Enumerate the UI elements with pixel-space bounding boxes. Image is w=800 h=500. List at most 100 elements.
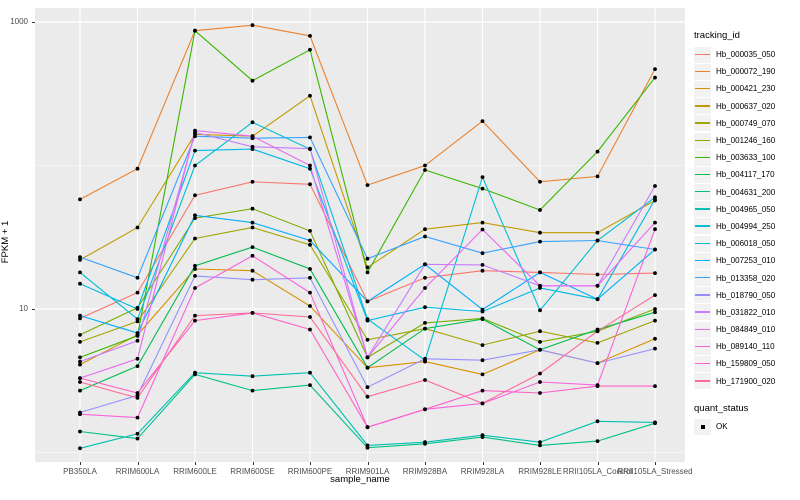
x-tick-mark bbox=[195, 462, 196, 465]
legend-key bbox=[694, 184, 711, 201]
data-point bbox=[423, 275, 427, 280]
data-point bbox=[365, 299, 370, 304]
legend-line-swatch bbox=[695, 105, 710, 107]
legend-entry: Hb_171900_020 bbox=[694, 373, 775, 390]
legend-label: Hb_000421_230 bbox=[716, 84, 776, 94]
data-point bbox=[308, 290, 312, 295]
data-point bbox=[538, 371, 542, 376]
data-point bbox=[423, 326, 427, 331]
data-point bbox=[308, 275, 312, 280]
data-point bbox=[308, 370, 312, 375]
legend-line-swatch bbox=[695, 191, 710, 193]
data-point bbox=[193, 313, 197, 318]
legend-key bbox=[694, 80, 711, 97]
legend-key bbox=[694, 218, 711, 235]
legend-key bbox=[694, 355, 711, 372]
data-point bbox=[78, 355, 82, 360]
data-point bbox=[308, 182, 312, 187]
data-point bbox=[135, 166, 140, 171]
data-point bbox=[78, 270, 82, 275]
data-point bbox=[595, 174, 600, 179]
data-point bbox=[135, 364, 140, 368]
data-point bbox=[595, 329, 600, 334]
legend-label: Hb_000072_190 bbox=[716, 67, 776, 77]
data-point bbox=[653, 336, 657, 341]
data-point bbox=[480, 343, 485, 347]
legend-entry: Hb_084849_010 bbox=[694, 321, 775, 338]
data-point bbox=[595, 439, 600, 443]
legend-entry: Hb_004965_050 bbox=[694, 201, 775, 218]
legend-key bbox=[694, 235, 711, 252]
data-point bbox=[480, 227, 485, 232]
legend-entry: Hb_004631_200 bbox=[694, 184, 775, 201]
x-tick-label: RRII105LA_Stressed bbox=[617, 467, 693, 476]
data-point bbox=[423, 407, 427, 412]
data-point bbox=[595, 361, 600, 365]
data-point bbox=[595, 272, 600, 277]
quant-status-entries: OK bbox=[694, 418, 728, 435]
y-tick-mark bbox=[32, 22, 35, 23]
data-point bbox=[135, 415, 140, 420]
data-point bbox=[250, 206, 255, 211]
legend-label: Hb_003633_100 bbox=[716, 153, 776, 163]
legend-label: Hb_084849_010 bbox=[716, 325, 776, 335]
data-point bbox=[538, 179, 542, 184]
legend-entry: Hb_007253_010 bbox=[694, 252, 775, 269]
y-tick-mark bbox=[32, 309, 35, 310]
legend-entry: Hb_000421_230 bbox=[694, 80, 775, 97]
data-point bbox=[480, 433, 485, 438]
x-tick-mark bbox=[482, 462, 484, 465]
legend-key bbox=[694, 373, 711, 390]
legend-label: Hb_031822_010 bbox=[716, 307, 776, 317]
quant-status-key bbox=[694, 418, 711, 435]
legend-line-swatch bbox=[695, 345, 710, 348]
legend-label: Hb_000637_020 bbox=[716, 101, 776, 111]
data-point bbox=[308, 163, 312, 168]
legend-label: Hb_018790_050 bbox=[716, 290, 776, 300]
data-point bbox=[365, 394, 370, 399]
x-tick-mark bbox=[540, 462, 541, 465]
data-point bbox=[365, 270, 370, 275]
data-point bbox=[308, 34, 312, 38]
data-point bbox=[193, 286, 197, 290]
x-tick-label: RRIM600LE bbox=[173, 467, 217, 476]
data-point bbox=[423, 168, 427, 172]
data-point bbox=[480, 251, 485, 256]
legend-key bbox=[694, 338, 711, 355]
data-point bbox=[193, 370, 197, 375]
data-point bbox=[538, 391, 542, 395]
data-point bbox=[78, 446, 82, 451]
ok-point-icon bbox=[700, 424, 705, 429]
legend-key bbox=[694, 166, 711, 183]
x-tick-mark bbox=[597, 462, 599, 465]
x-tick-mark bbox=[137, 462, 139, 465]
data-point bbox=[250, 120, 255, 125]
legend-entry: Hb_003633_100 bbox=[694, 149, 775, 166]
data-point bbox=[595, 283, 600, 288]
x-tick-label: RRIM600SE bbox=[230, 467, 275, 476]
data-point bbox=[193, 148, 197, 153]
data-point bbox=[480, 372, 485, 377]
data-point bbox=[193, 318, 197, 323]
data-point bbox=[538, 308, 542, 313]
data-point bbox=[135, 436, 140, 441]
legend-label: Hb_004117_170 bbox=[716, 170, 775, 180]
data-point bbox=[538, 443, 542, 448]
data-point bbox=[308, 383, 312, 387]
legend-entry: Hb_000035_050 bbox=[694, 46, 775, 63]
data-point bbox=[250, 144, 255, 149]
data-point bbox=[135, 275, 140, 280]
legend-key bbox=[694, 149, 711, 166]
data-point bbox=[308, 315, 312, 319]
data-point bbox=[250, 374, 255, 379]
data-point bbox=[595, 297, 600, 302]
legend-key bbox=[694, 304, 711, 321]
y-axis-title: FPKM + 1 bbox=[0, 220, 11, 264]
legend-key bbox=[694, 46, 711, 63]
legend: tracking_id Hb_000035_050 Hb_000072_190 Hb… bbox=[692, 0, 800, 500]
data-point bbox=[423, 440, 427, 445]
data-point bbox=[423, 378, 427, 382]
data-point bbox=[135, 331, 140, 335]
legend-label: Hb_089140_110 bbox=[716, 342, 775, 352]
data-point bbox=[250, 179, 255, 184]
